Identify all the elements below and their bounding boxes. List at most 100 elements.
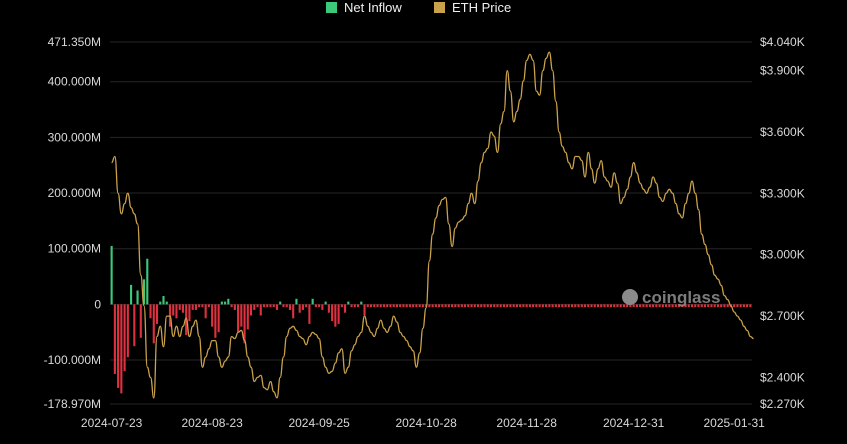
net-inflow-bar: [548, 304, 551, 308]
net-inflow-bar: [120, 304, 123, 394]
net-inflow-bar: [690, 304, 694, 308]
net-inflow-bar: [428, 304, 431, 308]
net-inflow-bar: [331, 304, 334, 322]
net-inflow-bar: [237, 304, 240, 333]
y-axis-left: 471.350M 400.000M 300.000M 200.000M 100.000M…: [44, 35, 102, 411]
net-inflow-bar: [671, 304, 674, 308]
x-tick-label: 2024-08-23: [181, 416, 243, 430]
net-inflow-bar: [467, 304, 470, 308]
net-inflow-bar: [707, 304, 710, 308]
net-inflow-bar: [473, 304, 476, 308]
net-inflow-bar: [425, 304, 428, 308]
net-inflow-bar: [438, 304, 441, 308]
net-inflow-bar: [635, 304, 638, 308]
y-right-tick-label: $4.040K: [760, 35, 805, 49]
legend-swatch-eth-price: [434, 2, 445, 13]
net-inflow-bar: [363, 304, 366, 316]
legend: Net Inflow ETH Price: [326, 0, 511, 15]
net-inflow-bar: [369, 304, 373, 308]
net-inflow-bar: [224, 301, 227, 305]
net-inflow-bar: [149, 304, 152, 319]
net-inflow-bar: [551, 304, 554, 308]
net-inflow-bar: [230, 304, 233, 308]
net-inflow-bar: [658, 304, 661, 308]
net-inflow-bar: [198, 304, 201, 308]
net-inflow-bar: [538, 304, 541, 308]
net-inflow-bar: [181, 304, 185, 313]
net-inflow-bar: [386, 304, 389, 308]
net-inflow-bar: [318, 304, 321, 308]
net-inflow-bar: [214, 304, 217, 338]
net-inflow-bar: [162, 296, 165, 305]
net-inflow-bar: [554, 304, 557, 308]
net-inflow-bar: [600, 304, 603, 308]
net-inflow-bar: [159, 301, 162, 305]
net-inflow-bar: [522, 304, 525, 308]
net-inflow-bar: [334, 304, 337, 327]
watermark-text: coinglass: [642, 288, 720, 307]
net-inflow-bar: [613, 304, 616, 308]
net-inflow-bar: [574, 304, 577, 308]
legend-swatch-net-inflow: [326, 2, 337, 13]
net-inflow-bar: [645, 304, 648, 308]
net-inflow-bar: [279, 301, 282, 305]
net-inflow-bar: [262, 304, 266, 308]
net-inflow-bar: [233, 304, 236, 310]
y-right-tick-label: $2.700K: [760, 309, 805, 323]
net-inflow-bar: [736, 304, 739, 308]
net-inflow-bar: [130, 284, 133, 305]
net-inflow-bar: [282, 304, 285, 308]
net-inflow-bar: [733, 304, 736, 308]
y-left-tick-label: 400.000M: [48, 75, 101, 89]
net-inflow-bar: [123, 304, 126, 372]
net-inflow-bar: [220, 301, 223, 305]
net-inflow-bar: [746, 304, 749, 308]
coinglass-watermark: coinglass: [622, 288, 720, 307]
net-inflow-bar: [665, 304, 668, 308]
net-inflow-bar: [188, 304, 191, 322]
net-inflow-bar: [457, 304, 460, 308]
net-inflow-bar: [570, 304, 574, 308]
net-inflow-bar: [509, 304, 512, 308]
net-inflow-bar: [321, 304, 324, 310]
net-inflow-bar: [165, 301, 168, 305]
y-left-tick-label: -178.970M: [44, 397, 101, 411]
net-inflow-bar: [288, 304, 292, 310]
x-tick-label: 2024-09-25: [288, 416, 350, 430]
net-inflow-bar: [749, 304, 752, 308]
net-inflow-bar: [639, 304, 642, 308]
net-inflow-bar: [622, 304, 625, 308]
net-inflow-bar: [642, 304, 645, 308]
x-tick-label: 2024-11-28: [496, 416, 557, 430]
net-inflow-bar: [275, 304, 279, 310]
net-inflow-bar: [661, 304, 664, 308]
net-inflow-bar: [305, 304, 308, 308]
net-inflow-bar: [687, 304, 690, 308]
net-inflow-bar: [590, 304, 593, 308]
net-inflow-bar: [541, 304, 544, 308]
gridlines: [110, 41, 752, 405]
y-axis-right: $4.040K $3.900K $3.600K $3.300K $3.000K $2.70…: [760, 35, 805, 411]
net-inflow-bar: [739, 304, 742, 308]
net-inflow-bar: [684, 304, 687, 308]
x-tick-label: 2024-12-31: [603, 416, 665, 430]
net-inflow-bar: [340, 304, 343, 308]
net-inflow-bar: [373, 304, 376, 308]
net-inflow-bar: [483, 304, 486, 308]
net-inflow-bar: [720, 304, 723, 308]
net-inflow-bar: [489, 304, 493, 308]
net-inflow-bar: [204, 304, 207, 319]
net-inflow-bar: [499, 304, 502, 308]
net-inflow-bar: [451, 304, 454, 308]
x-axis: 2024-07-23 2024-08-23 2024-09-25 2024-10-28…: [81, 416, 765, 430]
net-inflow-bar: [583, 304, 587, 308]
y-left-tick-label: 300.000M: [48, 130, 101, 144]
net-inflow-bar: [616, 304, 619, 308]
net-inflow-bar: [431, 304, 434, 308]
net-inflow-bar: [567, 304, 570, 308]
net-inflow-bar: [593, 304, 596, 308]
net-inflow-bar: [314, 304, 317, 308]
net-inflow-bar: [227, 298, 230, 305]
net-inflow-bar: [674, 304, 677, 308]
net-inflow-bar: [444, 304, 447, 308]
